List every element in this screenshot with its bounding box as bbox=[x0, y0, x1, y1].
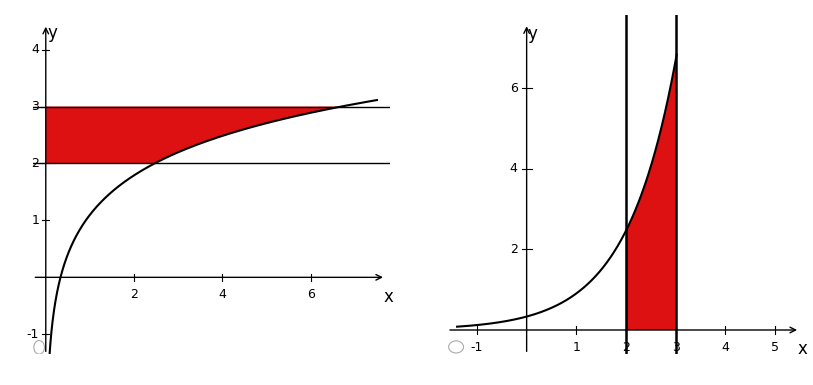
Text: 1: 1 bbox=[31, 214, 39, 227]
Text: 2: 2 bbox=[31, 157, 39, 170]
Text: 4: 4 bbox=[721, 341, 729, 354]
Text: 2: 2 bbox=[622, 341, 630, 354]
Text: 4: 4 bbox=[219, 288, 226, 301]
Text: x: x bbox=[383, 288, 393, 306]
Text: y: y bbox=[47, 24, 58, 42]
Text: -1: -1 bbox=[27, 328, 39, 341]
Text: y: y bbox=[528, 25, 537, 44]
Text: 1: 1 bbox=[572, 341, 580, 354]
Text: 3: 3 bbox=[31, 100, 39, 113]
Text: x: x bbox=[798, 340, 807, 358]
Text: 6: 6 bbox=[307, 288, 315, 301]
Polygon shape bbox=[626, 60, 676, 330]
Text: 3: 3 bbox=[672, 341, 680, 354]
Text: 4: 4 bbox=[510, 162, 518, 175]
Polygon shape bbox=[46, 107, 341, 164]
Text: 5: 5 bbox=[771, 341, 779, 354]
Text: 2: 2 bbox=[130, 288, 138, 301]
Text: 4: 4 bbox=[31, 43, 39, 56]
Text: -1: -1 bbox=[471, 341, 483, 354]
Text: 2: 2 bbox=[510, 243, 518, 256]
Text: 6: 6 bbox=[510, 82, 518, 94]
